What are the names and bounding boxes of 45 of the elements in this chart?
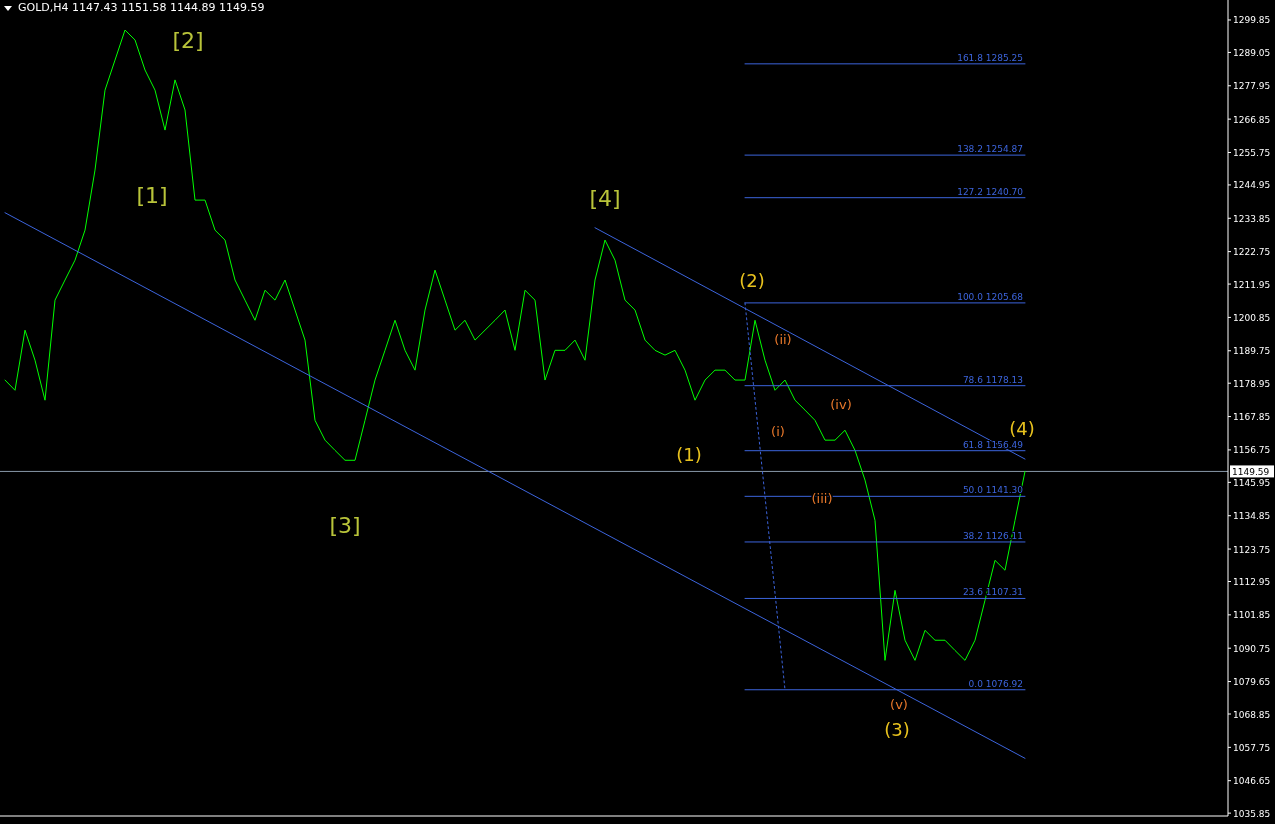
y-tick-label: 1156.75 — [1233, 445, 1271, 456]
y-tick-label: 1178.95 — [1233, 378, 1271, 389]
annotation: (i) — [771, 423, 785, 439]
annotation: [4] — [589, 186, 621, 211]
annotation: [2] — [172, 28, 204, 53]
y-tick-label: 1277.95 — [1233, 81, 1271, 92]
annotation: (v) — [890, 696, 908, 712]
y-tick-label: 1134.85 — [1233, 511, 1271, 522]
y-tick-label: 1101.85 — [1233, 610, 1271, 621]
series-label: 161.8 1285.25 — [957, 52, 1023, 63]
y-tick-label: 1123.75 — [1233, 544, 1271, 555]
y-tick-label: 1057.75 — [1233, 742, 1271, 753]
annotation: (ii) — [774, 331, 792, 347]
series-label: 78.6 1178.13 — [962, 374, 1023, 385]
y-tick-label: 1112.95 — [1233, 577, 1271, 588]
y-tick-label: 1035.85 — [1233, 808, 1271, 819]
chart-title: GOLD,H4 1147.43 1151.58 1144.89 1149.59 — [18, 1, 265, 14]
y-tick-label: 1255.75 — [1233, 147, 1271, 158]
y-tick-label: 1145.95 — [1233, 477, 1271, 488]
y-tick-label: 1299.85 — [1233, 15, 1271, 26]
y-tick-label: 1200.85 — [1233, 312, 1271, 323]
ref-line-label: 1149.59 — [1232, 466, 1270, 477]
y-tick-label: 1266.85 — [1233, 114, 1271, 125]
annotation: (iv) — [830, 396, 852, 412]
y-tick-label: 1189.75 — [1233, 346, 1271, 357]
y-tick-label: 1167.85 — [1233, 412, 1271, 423]
y-tick-label: 1289.05 — [1233, 47, 1271, 58]
series-label: 127.2 1240.70 — [957, 186, 1024, 197]
series-label: 138.2 1254.87 — [957, 144, 1023, 155]
y-tick-label: 1079.65 — [1233, 677, 1271, 688]
y-tick-label: 1244.95 — [1233, 180, 1271, 191]
y-tick-label: 1068.85 — [1233, 709, 1271, 720]
series-label: 0.0 1076.92 — [968, 678, 1023, 689]
series-label: 100.0 1205.68 — [957, 291, 1024, 302]
annotation: [1] — [136, 183, 168, 208]
annotation: (1) — [676, 444, 702, 465]
annotation: [3] — [329, 513, 361, 538]
y-tick-label: 1211.95 — [1233, 279, 1271, 290]
y-tick-label: 1222.75 — [1233, 247, 1271, 258]
annotation: (2) — [739, 270, 765, 291]
y-tick-label: 1090.75 — [1233, 643, 1271, 654]
annotation: (3) — [884, 719, 910, 740]
y-tick-label: 1046.65 — [1233, 776, 1271, 787]
y-tick-label: 1233.85 — [1233, 213, 1271, 224]
annotation: (4) — [1009, 418, 1035, 439]
